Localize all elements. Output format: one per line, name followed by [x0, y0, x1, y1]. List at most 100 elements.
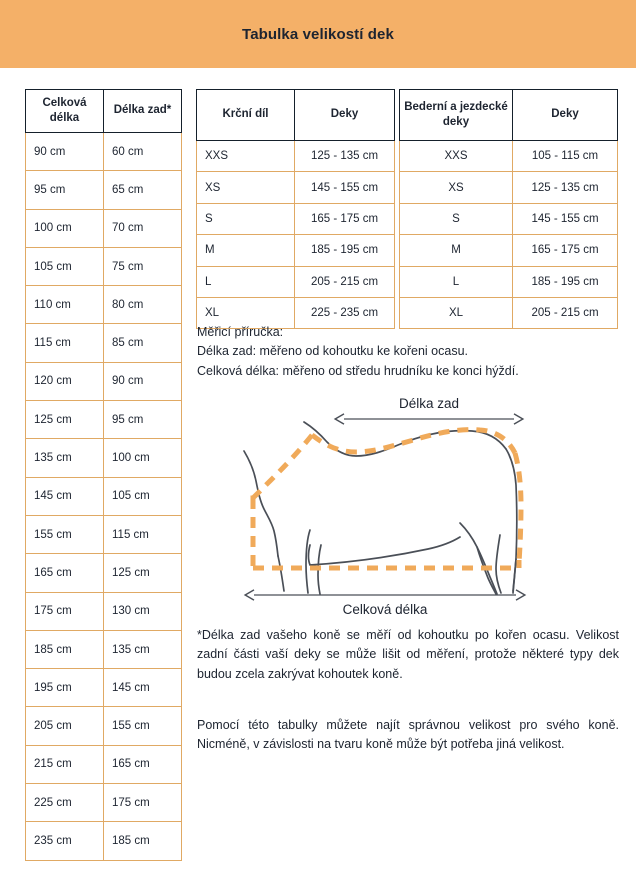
- table-row: S 165 - 175 cm: [196, 202, 395, 236]
- table-cell: 195 cm: [25, 668, 104, 708]
- table-cell: 70 cm: [103, 208, 182, 248]
- table-row: 125 cm 95 cm: [25, 400, 182, 440]
- table-cell: 185 cm: [103, 821, 182, 861]
- horse-measurement-diagram: Délka zad Celková délka: [190, 395, 620, 620]
- table-cell: 95 cm: [103, 400, 182, 440]
- table-row: 95 cm 65 cm: [25, 170, 182, 210]
- table-row: 105 cm 75 cm: [25, 246, 182, 287]
- table-cell: S: [399, 202, 513, 236]
- table-row: 110 cm 80 cm: [25, 285, 182, 325]
- guide-back-length: Délka zad: měřeno od kohoutku ke kořeni …: [197, 344, 468, 359]
- table-row: XS 145 - 155 cm: [196, 171, 395, 204]
- table-cell: 145 cm: [103, 668, 182, 708]
- table-header-row: Krční díl Deky: [196, 89, 395, 141]
- table-cell: 145 - 155 cm: [294, 171, 395, 204]
- column-header-overall-length: Celková délka: [25, 89, 104, 133]
- table-header-row: Bederní a jezdecké deky Deky: [399, 89, 618, 141]
- table-cell: 175 cm: [103, 783, 182, 823]
- table-cell: 100 cm: [103, 438, 182, 478]
- table-cell: 185 cm: [25, 629, 104, 670]
- table-cell: XL: [196, 296, 295, 330]
- table-cell: 125 - 135 cm: [512, 171, 618, 204]
- table-cell: 115 cm: [103, 514, 182, 555]
- table-row: 175 cm 130 cm: [25, 591, 182, 631]
- table-row: M 185 - 195 cm: [196, 234, 395, 267]
- back-length-note: *Délka zad vašeho koně se měří od kohout…: [197, 628, 619, 681]
- table-loin-riding-blankets: Bederní a jezdecké deky Deky XXS 105 - 11…: [399, 89, 618, 330]
- column-header-neck-piece: Krční díl: [196, 89, 295, 141]
- table-row: 155 cm 115 cm: [25, 514, 182, 555]
- table-neck-piece: Krční díl Deky XXS 125 - 135 cm XS 145 - 15…: [196, 89, 395, 330]
- table-cell: 165 cm: [25, 553, 104, 593]
- column-header-blankets: Deky: [512, 89, 618, 141]
- table-cell: 235 cm: [25, 821, 104, 861]
- table-row: 165 cm 125 cm: [25, 553, 182, 593]
- table-cell: 135 cm: [25, 438, 104, 478]
- table-cell: 105 - 115 cm: [512, 139, 618, 173]
- label-total-length: Celková délka: [343, 602, 428, 617]
- table-cell: 130 cm: [103, 591, 182, 631]
- table-cell: S: [196, 202, 295, 236]
- table-row: XL 205 - 215 cm: [399, 296, 618, 330]
- table-cell: XXS: [399, 139, 513, 173]
- table-cell: 120 cm: [25, 361, 104, 402]
- table-cell: 145 - 155 cm: [512, 202, 618, 236]
- table-cell: XS: [399, 171, 513, 204]
- table-header-row: Celková délka Délka zad*: [25, 89, 182, 133]
- table-cell: XL: [399, 296, 513, 330]
- table-cell: 145 cm: [25, 476, 104, 516]
- table-cell: 205 - 215 cm: [294, 265, 395, 298]
- table-row: L 185 - 195 cm: [399, 265, 618, 298]
- table-row: 205 cm 155 cm: [25, 706, 182, 746]
- table-cell: 110 cm: [25, 285, 104, 325]
- table-cell: 125 cm: [103, 553, 182, 593]
- table-cell: 100 cm: [25, 208, 104, 248]
- table-row: XL 225 - 235 cm: [196, 296, 395, 330]
- table-cell: XS: [196, 171, 295, 204]
- table-row: 120 cm 90 cm: [25, 361, 182, 402]
- table-row: M 165 - 175 cm: [399, 234, 618, 267]
- table-cell: 90 cm: [25, 131, 104, 172]
- table-cell: 80 cm: [103, 285, 182, 325]
- table-cell: 95 cm: [25, 170, 104, 210]
- table-cell: 165 - 175 cm: [294, 202, 395, 236]
- table-row: 225 cm 175 cm: [25, 783, 182, 823]
- table-cell: 165 cm: [103, 744, 182, 785]
- table-cell: XXS: [196, 139, 295, 173]
- table-cell: 225 - 235 cm: [294, 296, 395, 330]
- table-row: L 205 - 215 cm: [196, 265, 395, 298]
- table-cell: 90 cm: [103, 361, 182, 402]
- header-banner: Tabulka velikostí dek: [0, 0, 636, 68]
- table-row: 145 cm 105 cm: [25, 476, 182, 516]
- table-cell: 60 cm: [103, 131, 182, 172]
- column-header-blankets: Deky: [294, 89, 395, 141]
- table-row: XXS 105 - 115 cm: [399, 139, 618, 173]
- content-area: Celková délka Délka zad* 90 cm 60 cm 95 cm…: [0, 68, 636, 876]
- table-row: 215 cm 165 cm: [25, 744, 182, 785]
- table-cell: 155 cm: [103, 706, 182, 746]
- table-cell: 65 cm: [103, 170, 182, 210]
- back-length-measure: Délka zad: [333, 396, 525, 425]
- table-cell: M: [196, 234, 295, 267]
- table-cell: 125 - 135 cm: [294, 139, 395, 173]
- table-cell: 185 - 195 cm: [512, 265, 618, 298]
- table-cell: M: [399, 234, 513, 267]
- table-cell: 175 cm: [25, 591, 104, 631]
- table-cell: 215 cm: [25, 744, 104, 785]
- table-row: 100 cm 70 cm: [25, 208, 182, 248]
- column-header-back-length: Délka zad*: [103, 89, 182, 133]
- table-row: 135 cm 100 cm: [25, 438, 182, 478]
- table-row: 235 cm 185 cm: [25, 821, 182, 861]
- table-cell: L: [196, 265, 295, 298]
- table-cell: 135 cm: [103, 629, 182, 670]
- column-header-loin-riding: Bederní a jezdecké deky: [399, 89, 513, 141]
- blanket-outline-icon: [250, 427, 524, 571]
- table-cell: 225 cm: [25, 783, 104, 823]
- guide-total-length: Celková délka: měřeno od středu hrudníku…: [197, 363, 519, 378]
- label-back-length: Délka zad: [399, 396, 459, 411]
- table-cell: 165 - 175 cm: [512, 234, 618, 267]
- sizing-summary: Pomocí této tabulky můžete najít správno…: [197, 718, 619, 752]
- table-cell: 155 cm: [25, 514, 104, 555]
- table-cell: 185 - 195 cm: [294, 234, 395, 267]
- measuring-guide: Měřicí příručka: Délka zad: měřeno od ko…: [197, 323, 621, 381]
